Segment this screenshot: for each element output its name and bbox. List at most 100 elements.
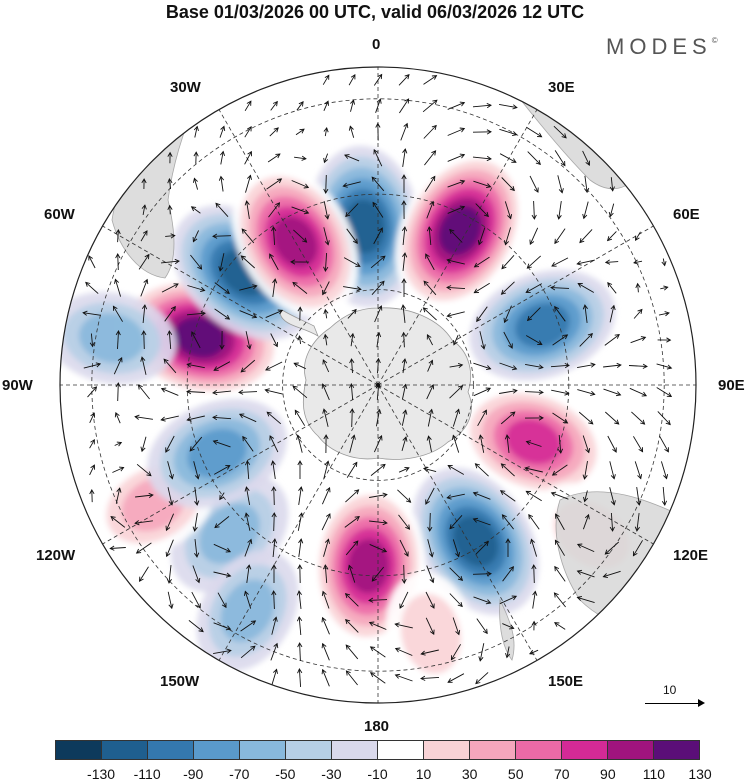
wind-vector: [401, 278, 407, 297]
wind-vector: [321, 513, 331, 531]
wind-vector: [191, 331, 201, 349]
wind-vector: [194, 487, 200, 506]
colorbar-tick-label: -50: [275, 766, 296, 782]
wind-vector: [269, 435, 279, 453]
wind-vector: [425, 253, 435, 271]
wind-vector: [323, 227, 330, 246]
colorbar-swatch: [424, 741, 470, 759]
wind-vector: [401, 409, 408, 426]
wind-vector: [343, 286, 362, 292]
wind-vector: [633, 308, 643, 319]
wind-vector: [656, 363, 673, 370]
wind-vector: [244, 100, 252, 112]
wind-vector: [114, 411, 121, 424]
wind-vector: [557, 434, 564, 454]
wind-vector: [369, 672, 386, 684]
wind-vector: [115, 382, 121, 402]
wind-vector: [447, 101, 466, 110]
wind-vector: [186, 415, 205, 422]
wind-vector: [609, 487, 616, 506]
wind-vector: [298, 538, 304, 557]
wind-vector: [349, 332, 355, 347]
wind-vector: [243, 590, 252, 609]
wind-vector: [271, 486, 277, 506]
wind-vector: [550, 285, 570, 291]
graticule: [60, 67, 696, 703]
wind-vector: [555, 513, 565, 531]
wind-vector: [524, 415, 544, 421]
wind-vector: [322, 359, 330, 373]
wind-vector: [526, 255, 542, 269]
wind-vector: [368, 621, 387, 630]
anomaly-center-15: [385, 571, 476, 696]
wind-vector: [476, 306, 488, 323]
wind-vector: [633, 436, 644, 453]
wind-vector: [213, 622, 232, 631]
wind-vector: [373, 73, 383, 86]
wind-vector: [213, 465, 231, 475]
wind-vector: [213, 571, 232, 578]
wind-vector: [504, 227, 512, 246]
wind-vector: [214, 282, 230, 294]
wind-vector: [446, 311, 465, 318]
modes-logo: MODES©: [606, 34, 718, 60]
wind-vector: [394, 622, 413, 629]
wind-vector: [321, 668, 330, 687]
wind-vector: [427, 408, 434, 427]
wind-vector: [447, 153, 466, 162]
wind-vector: [321, 590, 330, 609]
wind-vector: [551, 464, 568, 476]
wind-vector: [212, 389, 232, 396]
wind-vector: [292, 385, 308, 399]
wind-vector: [219, 150, 226, 165]
colorbar-tick-label: -90: [183, 766, 204, 782]
wind-vector: [531, 620, 537, 631]
wind-vector: [398, 514, 411, 530]
wind-vector: [269, 253, 279, 271]
wind-vector: [297, 642, 303, 662]
wind-vector: [656, 387, 673, 397]
wind-vector: [505, 646, 511, 659]
wind-vector: [603, 362, 622, 368]
wind-vector: [661, 258, 667, 267]
colorbar-swatch: [194, 741, 240, 759]
colorbar-tick-label: -70: [229, 766, 250, 782]
wind-vector: [369, 543, 388, 553]
wind-vector: [501, 254, 515, 270]
wind-vector: [166, 565, 172, 584]
anomaly-contour: [400, 593, 461, 674]
colorbar-tick-label: 30: [461, 766, 478, 782]
wind-vector: [478, 434, 485, 453]
wind-vector: [244, 200, 250, 219]
wind-vector: [375, 408, 382, 427]
wind-vector: [423, 124, 437, 139]
wind-vector: [532, 590, 538, 609]
wind-vector: [422, 466, 437, 473]
wind-vector: [270, 100, 278, 111]
wind-vector: [502, 566, 514, 582]
wind-vector: [499, 103, 518, 110]
wind-vector: [500, 463, 515, 477]
wind-vector: [452, 617, 461, 636]
wind-vector: [321, 383, 330, 401]
wind-vector: [525, 335, 543, 345]
colorbar-swatch: [378, 741, 424, 759]
wind-vector: [499, 490, 516, 502]
wind-vector: [322, 74, 330, 85]
wind-vector: [296, 590, 302, 609]
wind-vector: [141, 204, 147, 215]
wind-vector: [296, 101, 304, 111]
wind-vector: [503, 331, 513, 349]
wind-vector: [266, 178, 283, 190]
wind-vector: [322, 408, 329, 427]
wind-vector: [449, 593, 463, 608]
anomaly-contour: [187, 428, 247, 478]
wind-vector: [373, 435, 383, 453]
wind-vector: [323, 252, 329, 272]
wind-vector: [635, 282, 641, 293]
wind-vector: [115, 253, 121, 271]
wind-vector: [192, 565, 201, 584]
wind-vector: [349, 408, 355, 428]
wind-vector: [499, 388, 518, 394]
wind-vector: [556, 201, 562, 220]
